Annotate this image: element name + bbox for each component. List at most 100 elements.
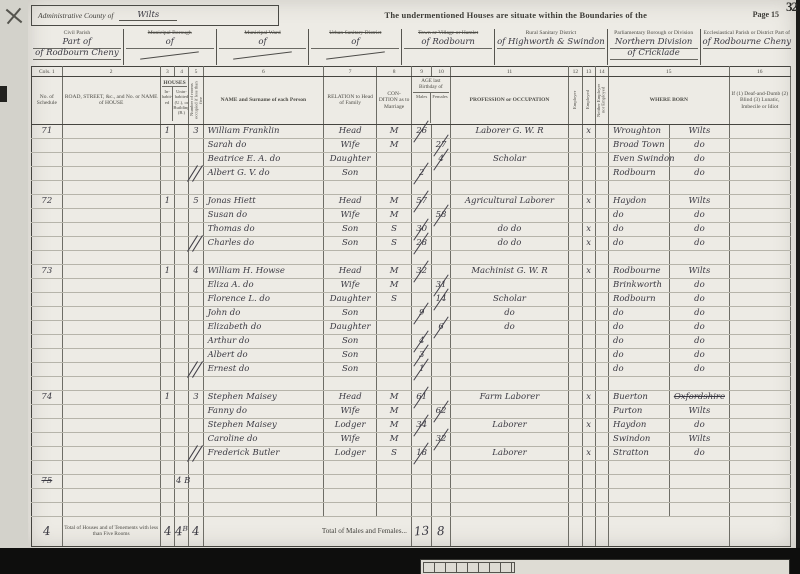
- cell-rooms: [188, 348, 204, 363]
- cell-born-county: Oxfordshire: [669, 390, 730, 405]
- cell-occupation: do do: [450, 222, 570, 237]
- header-where-born: WHERE BORN: [608, 76, 730, 125]
- header-condition: CON-DITION as to Marriage: [376, 76, 412, 125]
- cell-neither: [595, 446, 610, 461]
- cell-inhabited: 1: [160, 390, 176, 405]
- cell-born-county: [669, 474, 730, 489]
- district-value: of: [311, 37, 400, 49]
- cell-name: William Franklin: [203, 124, 325, 139]
- cell-infirmity: [729, 474, 792, 489]
- cell-occupation: Scholar: [450, 152, 570, 167]
- table-row: 72 1 5 Jonas Hiett Head M 57 Agricultural Labor…: [31, 190, 792, 213]
- col-num-16: 16: [729, 66, 792, 77]
- cell-employed: x: [582, 418, 596, 433]
- cell-employed: [582, 404, 596, 419]
- cell-inhabited: 1: [160, 264, 176, 279]
- cell-schedule: [31, 460, 63, 475]
- table-row: [31, 502, 792, 517]
- cell-relation: Wife: [323, 208, 378, 223]
- district-value: of: [218, 37, 307, 49]
- cell-born-place: Rodbourne: [608, 264, 671, 279]
- cell-uninhabited: [174, 250, 190, 265]
- header-uninhabited: Unin-habited (U.), or Building (B.): [173, 89, 189, 116]
- cell-uninhabited: [174, 208, 190, 223]
- cell-born-county: do: [669, 446, 730, 461]
- table-row: 73 1 4 William H. Howse Head M 32 Machinist G. …: [31, 260, 792, 283]
- cell-born-county: [669, 488, 730, 503]
- cell-road: [62, 306, 161, 321]
- cell-employer: [568, 362, 583, 377]
- table-body: 71 1 3 William Franklin Head M 26 Laborer G. W.…: [31, 120, 792, 517]
- cell-occupation: [450, 278, 570, 293]
- cell-employed: [582, 152, 596, 167]
- cell-infirmity: [729, 432, 792, 447]
- cell-born-county: do: [669, 418, 730, 433]
- cell-age-male: [411, 278, 433, 293]
- cell-age-female: [431, 502, 451, 517]
- cell-relation: Son: [323, 306, 378, 321]
- cell-occupation: Laborer: [450, 446, 570, 461]
- cell-age-female: [431, 488, 451, 503]
- cell-infirmity: [729, 236, 792, 251]
- cell-age-male: [411, 460, 433, 475]
- cell-infirmity: [729, 334, 792, 349]
- cell-rooms: [188, 404, 204, 419]
- cell-relation: Head: [323, 264, 378, 279]
- table-totals: 4 Total of Houses and of Tenements with …: [31, 515, 792, 547]
- cell-born-place: do: [608, 236, 671, 251]
- cell-road: [62, 166, 161, 181]
- cell-neither: [595, 180, 610, 195]
- form-header: Administrative County of Wilts The under…: [31, 2, 793, 28]
- cell-inhabited: [160, 418, 176, 433]
- cell-age-male: 4: [411, 330, 433, 353]
- cell-condition: [376, 474, 412, 489]
- cell-employer: [568, 474, 583, 489]
- district-box: Civil Parish Part of of Rodbourn Cheny: [31, 29, 124, 65]
- cell-occupation: [450, 502, 570, 517]
- cell-born-county: do: [669, 222, 730, 237]
- cell-road: [62, 320, 161, 335]
- cell-road: [62, 222, 161, 237]
- cell-employer: [568, 236, 583, 251]
- cell-born-place: Haydon: [608, 194, 671, 209]
- cell-name: Frederick Butler: [203, 446, 325, 461]
- cell-inhabited: [160, 138, 176, 153]
- cell-schedule: 75: [31, 474, 63, 489]
- cell-neither: [595, 138, 610, 153]
- folio-number: 32: [786, 0, 798, 14]
- cell-inhabited: [160, 446, 176, 461]
- cell-relation: Head: [323, 194, 378, 209]
- district-value: Part of of Rodbourn Cheny: [33, 37, 121, 60]
- cell-schedule: 74: [31, 390, 63, 405]
- cell-neither: [595, 334, 610, 349]
- cell-employer: [568, 264, 583, 279]
- scan-left-margin: [0, 0, 28, 548]
- cell-relation: Son: [323, 348, 378, 363]
- cell-road: [62, 418, 161, 433]
- cell-occupation: [450, 166, 570, 181]
- district-label: Municipal Ward: [244, 30, 281, 36]
- cell-neither: [595, 362, 610, 377]
- header-employed: Employed: [582, 76, 596, 125]
- cell-infirmity: [729, 138, 792, 153]
- cell-born-place: Purton: [608, 404, 671, 419]
- cell-name: Ernest do: [203, 362, 325, 377]
- table-row: [31, 488, 792, 503]
- cell-rooms: [188, 418, 204, 433]
- cell-neither: [595, 474, 610, 489]
- cell-employed: x: [582, 236, 596, 251]
- cell-age-male: 26: [411, 120, 433, 143]
- cell-employed: [582, 278, 596, 293]
- pencil-cross-mark: [5, 7, 23, 25]
- cell-inhabited: 1: [160, 194, 176, 209]
- cell-name: Stephen Maisey: [203, 418, 325, 433]
- table-row: Caroline do Wife M 32 Swindon Wilts: [31, 428, 792, 451]
- cell-born-county: do: [669, 362, 730, 377]
- cell-employed: x: [582, 390, 596, 405]
- cell-condition: [376, 306, 412, 321]
- cell-neither: [595, 418, 610, 433]
- cell-uninhabited: [174, 124, 190, 139]
- cell-employer: [568, 250, 583, 265]
- table-row: Elizabeth do Daughter 6 do do do: [31, 316, 792, 339]
- cell-inhabited: [160, 208, 176, 223]
